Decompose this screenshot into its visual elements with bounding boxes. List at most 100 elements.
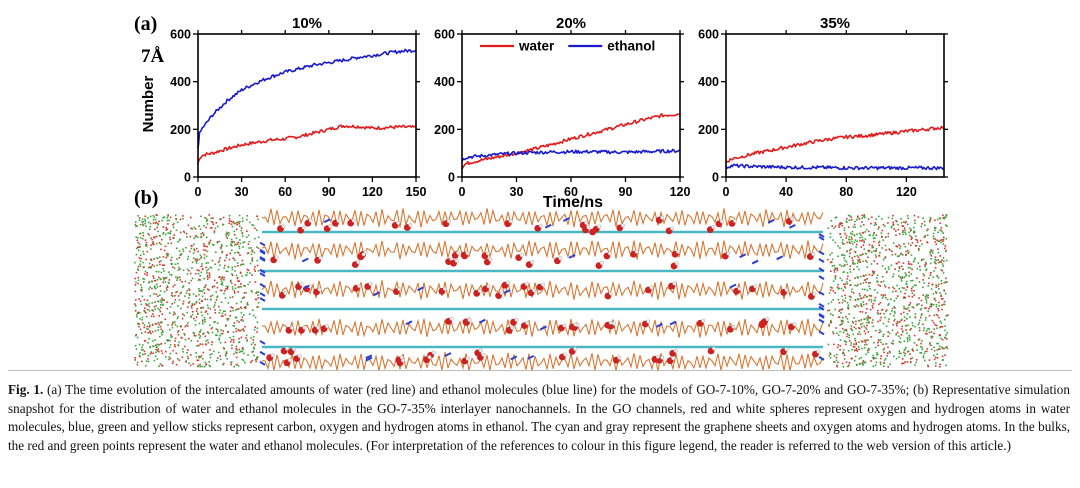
bulk-point (210, 299, 212, 301)
bulk-point (235, 274, 238, 277)
bulk-point (905, 273, 908, 276)
bulk-point (256, 357, 259, 359)
bulk-point (845, 220, 848, 222)
bulk-point (204, 321, 206, 323)
bulk-point (937, 240, 939, 242)
bulk-point (925, 263, 927, 265)
bulk-point (856, 266, 859, 268)
bulk-point (191, 277, 194, 280)
bulk-point (883, 284, 886, 286)
bulk-point (174, 313, 176, 315)
bulk-point (857, 277, 859, 279)
bulk-point (856, 262, 859, 264)
bulk-point (860, 297, 863, 300)
bulk-point (923, 236, 925, 238)
bulk-point (214, 312, 217, 314)
bulk-point (828, 325, 830, 327)
bulk-point (855, 323, 857, 326)
bulk-point (926, 348, 929, 350)
bulk-point (871, 274, 873, 277)
bulk-point (193, 332, 195, 335)
bulk-point (236, 276, 239, 279)
water-hydrogen (620, 223, 625, 228)
bulk-point (216, 328, 219, 331)
bulk-point (863, 303, 865, 306)
bulk-point (901, 331, 904, 333)
bulk-point (851, 233, 853, 235)
bulk-point (147, 304, 149, 306)
bulk-point (903, 221, 905, 223)
bulk-point (871, 251, 873, 253)
bulk-point (149, 222, 152, 225)
bulk-point (863, 279, 866, 281)
bulk-point (935, 365, 937, 367)
x-tick-label: 0 (459, 185, 466, 199)
bulk-point (881, 247, 883, 249)
bulk-point (225, 351, 228, 353)
water-hydrogen (673, 348, 678, 353)
bulk-point (139, 328, 142, 331)
bulk-point (877, 353, 879, 356)
bulk-point (239, 306, 242, 309)
bulk-point (239, 242, 242, 245)
bulk-point (930, 249, 932, 251)
bulk-point (211, 285, 214, 288)
water-hydrogen (361, 252, 366, 257)
bulk-point (939, 255, 942, 257)
water-hydrogen (634, 249, 639, 254)
series-line (725, 125, 945, 163)
bulk-point (843, 242, 845, 245)
bulk-point (929, 253, 932, 255)
bulk-point (858, 331, 861, 333)
water-hydrogen (792, 322, 797, 327)
bulk-point (207, 332, 210, 334)
bulk-point (223, 279, 225, 281)
bulk-point (930, 258, 932, 260)
bulk-point (172, 266, 174, 268)
bulk-point (172, 313, 175, 316)
bulk-point (907, 251, 910, 253)
bulk-point (880, 316, 882, 319)
bulk-point (215, 328, 218, 330)
bulk-point (855, 327, 857, 330)
bulk-point (920, 307, 923, 310)
bulk-point (235, 345, 238, 348)
bulk-point (919, 345, 922, 348)
bulk-point (827, 227, 830, 229)
bulk-point (921, 348, 924, 351)
bulk-point (900, 252, 902, 255)
bulk-point (156, 346, 158, 348)
bulk-point (863, 325, 865, 327)
bulk-point (246, 340, 248, 342)
bulk-point (933, 354, 935, 357)
bulk-point (940, 239, 942, 242)
bulk-point (889, 313, 892, 315)
bulk-point (163, 291, 166, 293)
ethanol-stick (365, 356, 373, 362)
bulk-point (218, 312, 221, 314)
bulk-point (206, 250, 209, 253)
bulk-point (937, 308, 939, 310)
bulk-point (161, 313, 163, 315)
bulk-point (225, 233, 227, 236)
bulk-point (866, 324, 868, 327)
bulk-point (898, 261, 900, 263)
bulk-point (857, 298, 860, 301)
bulk-point (834, 276, 837, 279)
bulk-point (909, 316, 911, 318)
bulk-point (174, 295, 176, 297)
bulk-point (907, 324, 909, 327)
bulk-point (900, 352, 902, 355)
bulk-point (938, 316, 940, 319)
ethanol-stick (818, 290, 825, 296)
bulk-point (139, 223, 142, 226)
bulk-point (192, 252, 195, 254)
bulk-point (944, 354, 946, 356)
bulk-point (901, 225, 904, 227)
bulk-point (233, 241, 236, 243)
bulk-point (913, 290, 915, 292)
bulk-point (844, 294, 846, 297)
bulk-point (868, 250, 870, 253)
bulk-point (157, 224, 159, 226)
bulk-point (233, 234, 236, 236)
